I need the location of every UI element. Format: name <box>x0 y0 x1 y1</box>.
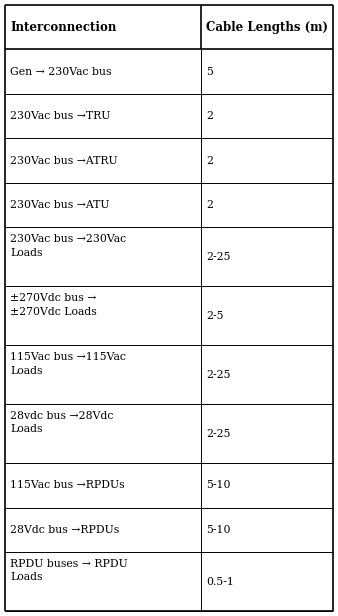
Text: 230Vac bus →230Vac
Loads: 230Vac bus →230Vac Loads <box>10 235 126 257</box>
Text: 230Vac bus →ATU: 230Vac bus →ATU <box>10 200 110 210</box>
Text: 28vdc bus →28Vdc
Loads: 28vdc bus →28Vdc Loads <box>10 411 114 434</box>
Text: 2-5: 2-5 <box>206 310 224 321</box>
Text: 2-25: 2-25 <box>206 429 231 439</box>
Text: 115Vac bus →RPDUs: 115Vac bus →RPDUs <box>10 480 125 490</box>
Text: 2: 2 <box>206 111 213 121</box>
Text: Cable Lengths (m): Cable Lengths (m) <box>206 21 328 34</box>
Text: Gen → 230Vac bus: Gen → 230Vac bus <box>10 67 112 76</box>
Text: 2: 2 <box>206 200 213 210</box>
Text: 5: 5 <box>206 67 213 76</box>
Text: RPDU buses → RPDU
Loads: RPDU buses → RPDU Loads <box>10 559 128 582</box>
Text: Interconnection: Interconnection <box>10 21 117 34</box>
Text: 115Vac bus →115Vac
Loads: 115Vac bus →115Vac Loads <box>10 352 126 376</box>
Text: 5-10: 5-10 <box>206 525 231 535</box>
Text: ±270Vdc bus →
±270Vdc Loads: ±270Vdc bus → ±270Vdc Loads <box>10 293 97 317</box>
Text: 2-25: 2-25 <box>206 252 231 262</box>
Text: 5-10: 5-10 <box>206 480 231 490</box>
Text: 0.5-1: 0.5-1 <box>206 577 234 586</box>
Text: 2-25: 2-25 <box>206 370 231 379</box>
Text: 2: 2 <box>206 156 213 166</box>
Text: 28Vdc bus →RPDUs: 28Vdc bus →RPDUs <box>10 525 119 535</box>
Text: 230Vac bus →ATRU: 230Vac bus →ATRU <box>10 156 118 166</box>
Text: 230Vac bus →TRU: 230Vac bus →TRU <box>10 111 111 121</box>
